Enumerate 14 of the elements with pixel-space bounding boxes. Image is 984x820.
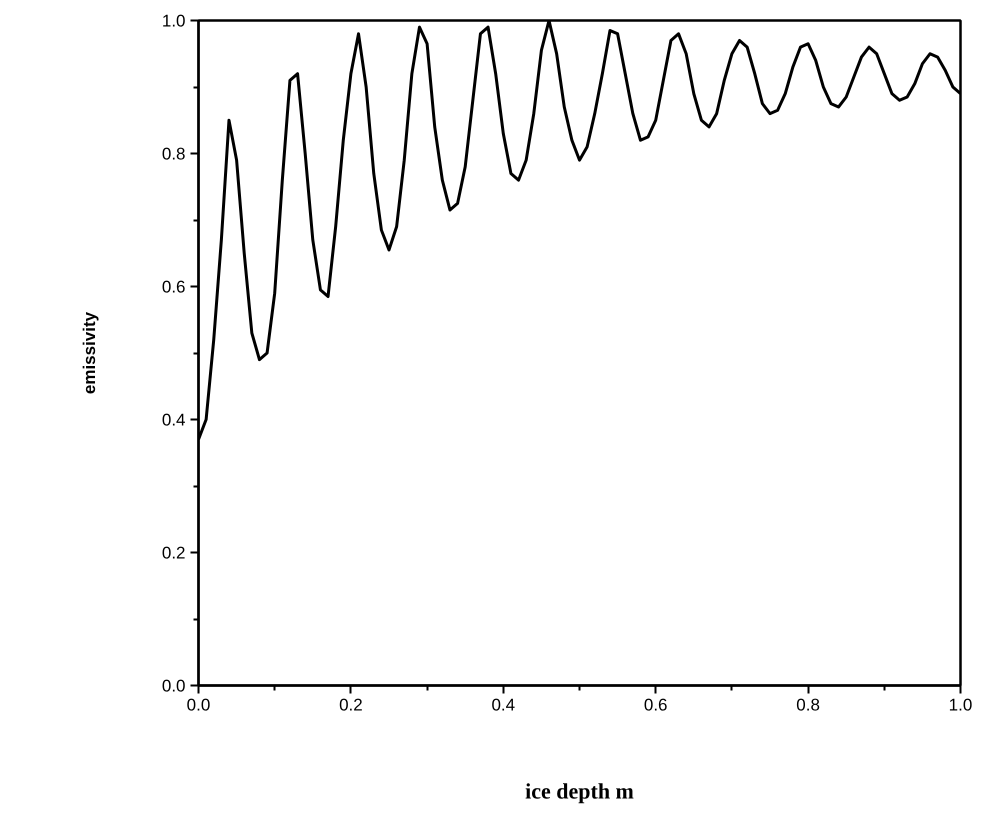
x-tick-label: 0.4 [491,696,516,714]
y-axis-title: emissivity [80,311,99,394]
x-axis-title: ice depth m [525,778,634,804]
x-tick-label: 0.6 [644,696,668,714]
y-tick-label: 0.0 [162,676,186,696]
y-tick-label: 0.4 [162,410,186,430]
x-tick-label: 0.0 [186,696,210,714]
y-tick-label: 0.6 [162,278,186,296]
y-tick-label: 0.8 [162,144,186,164]
y-tick-label: 0.2 [162,544,186,562]
x-tick-label: 0.8 [796,696,820,714]
y-tick-label: 1.0 [162,12,186,30]
x-tick-label: 1.0 [948,696,972,714]
x-tick-label: 0.2 [339,696,363,714]
